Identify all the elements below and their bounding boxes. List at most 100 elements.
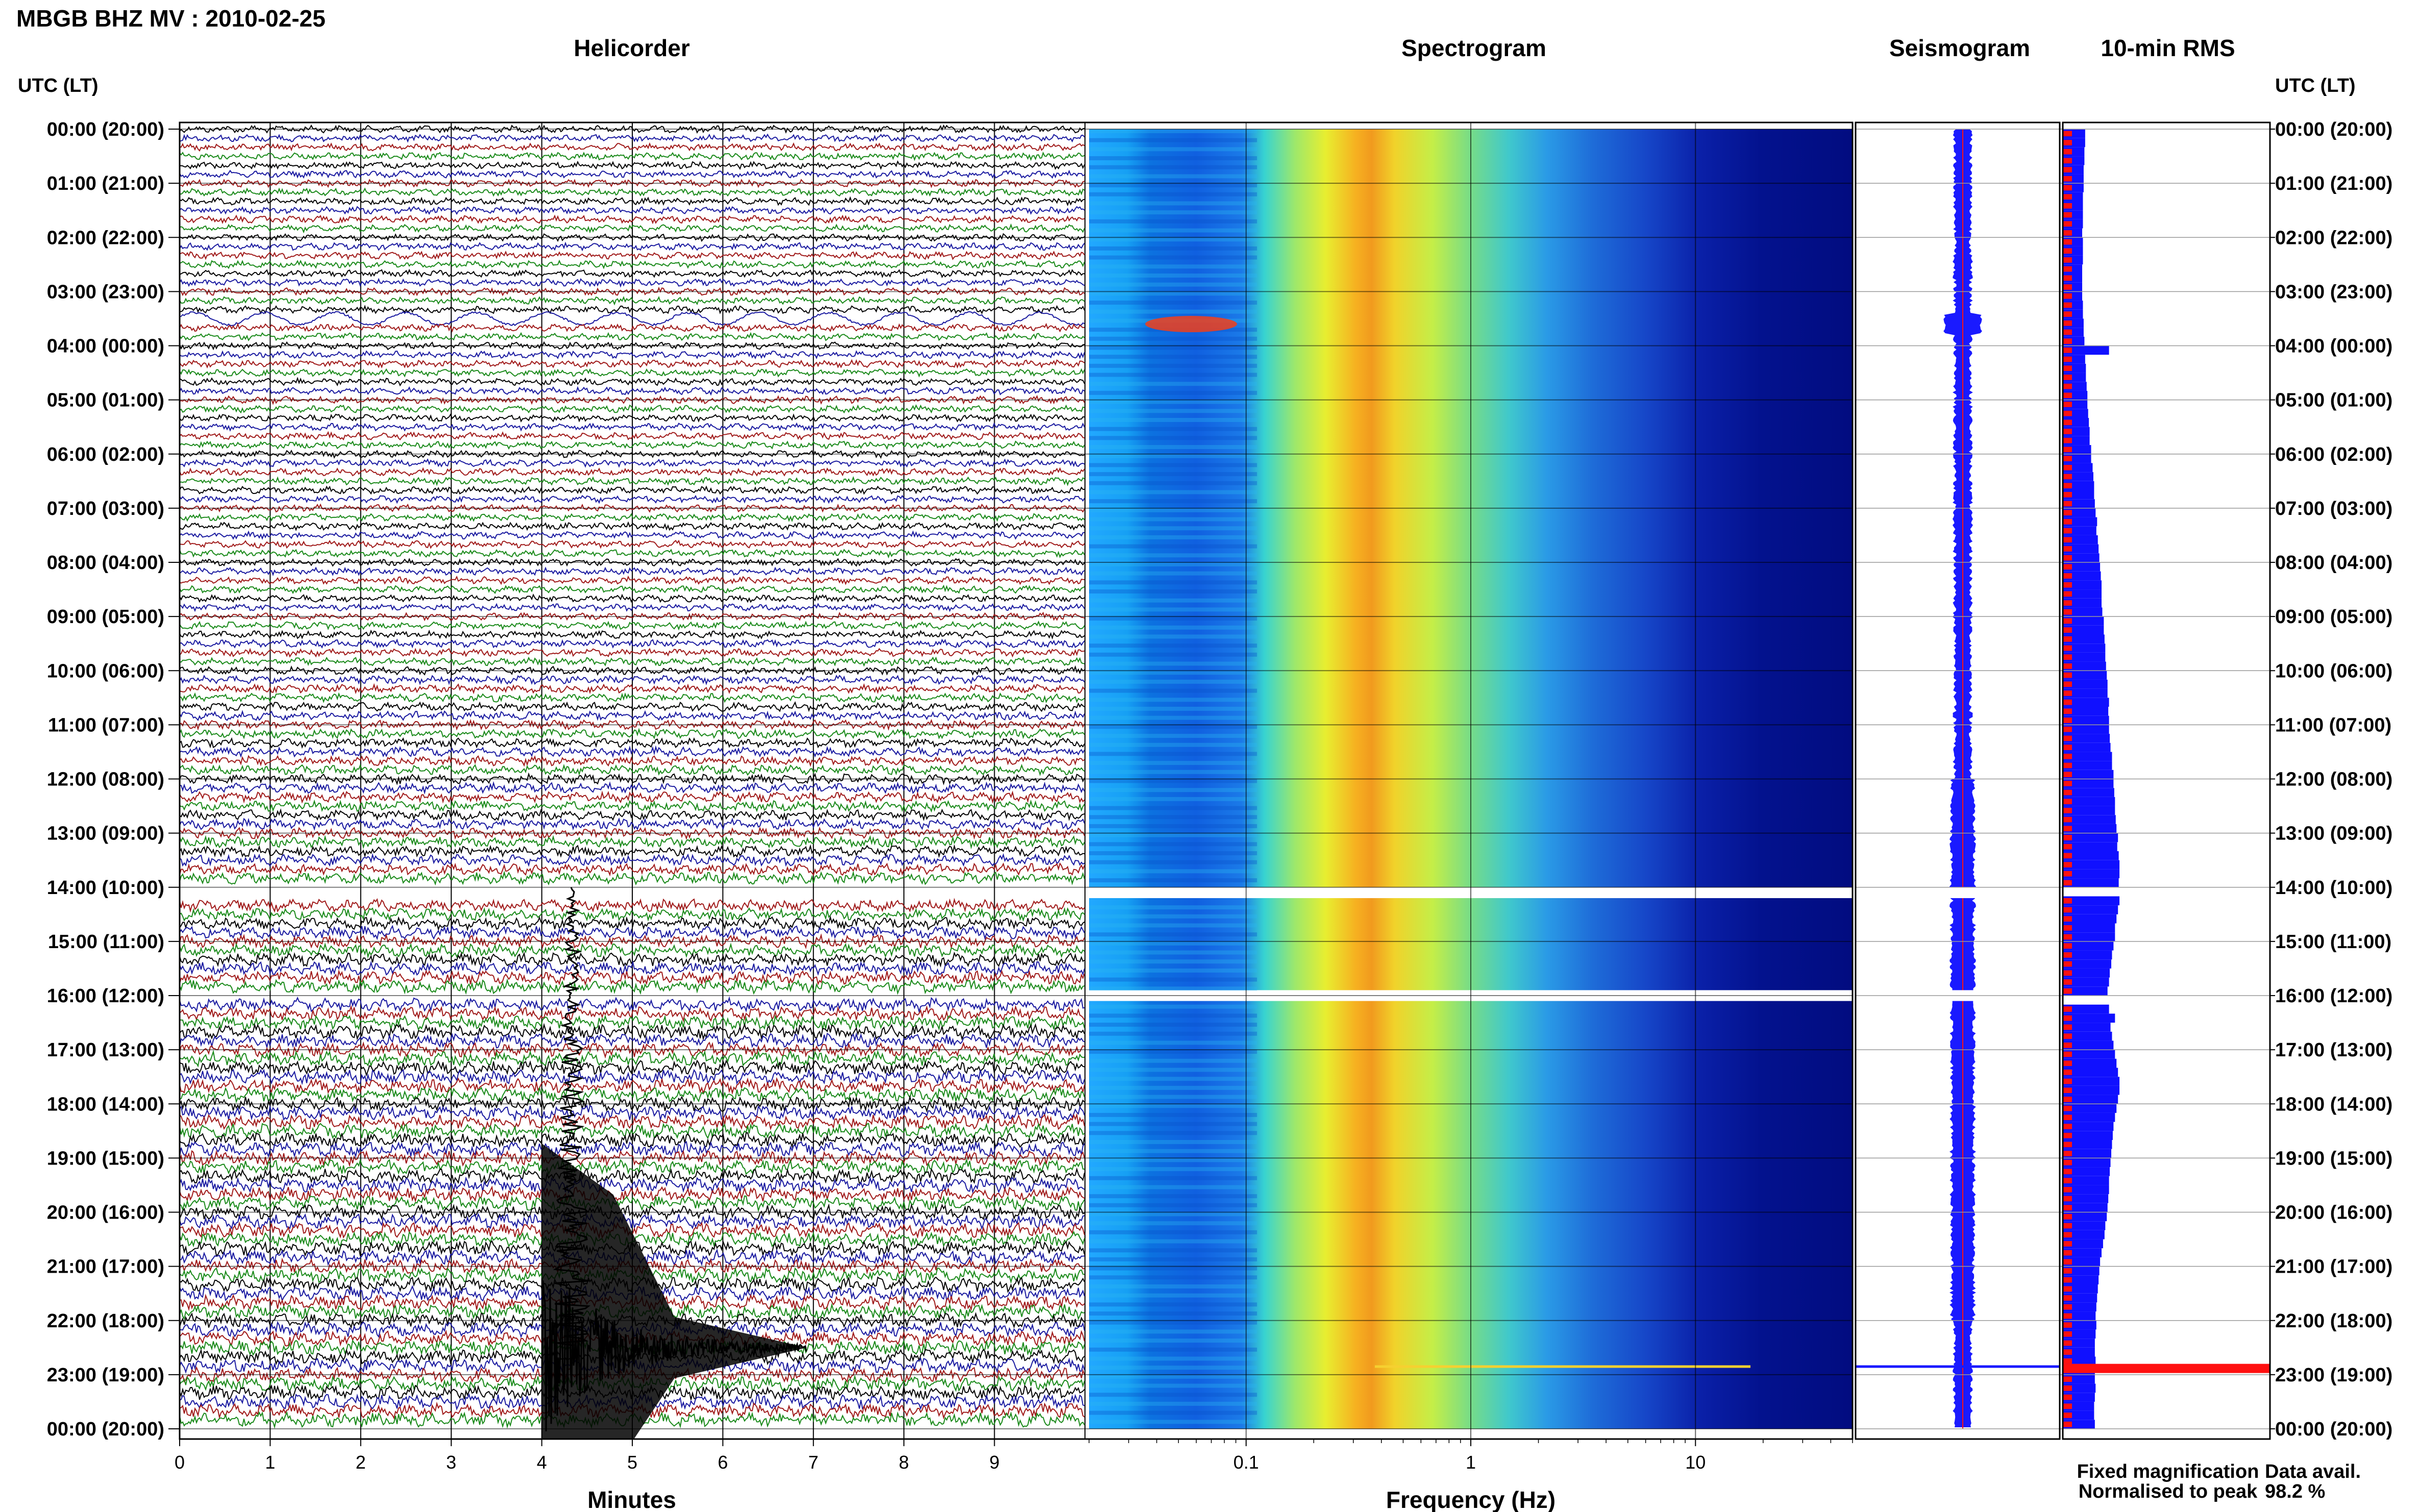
rms-bar-normalised [2063,1142,2072,1148]
helicorder-trace [179,530,1085,540]
rms-bar-normalised [2063,1223,2072,1229]
rms-bar-normalised [2063,148,2072,155]
rms-bar-normalised [2063,898,2072,904]
rms-bar-fixed [2063,698,2109,707]
row-label-right: 04:00 (00:00) [2275,336,2392,357]
spectrogram-stripe [1089,770,1257,774]
row-label-left: 04:00 (00:00) [47,336,164,357]
rms-bar-normalised [2063,131,2072,137]
helicorder-xtick-label: 7 [808,1452,819,1473]
rms-bar-normalised [2063,266,2072,272]
spectrogram-stripe [1089,1339,1257,1343]
rms-bar-fixed [2063,770,2114,779]
spectrogram-stripe [1089,707,1257,711]
helicorder-xlabel: Minutes [587,1486,676,1512]
rms-bar-normalised [2063,311,2072,317]
rms-bar-normalised [2063,1358,2072,1364]
spectrogram-stripe [1089,625,1257,630]
spectrogram-stripe [1089,544,1257,549]
rms-bar-normalised [2063,320,2072,326]
rms-bar-fixed [2063,1212,2107,1222]
rms-bar-normalised [2063,988,2072,994]
spectrogram-stripe [1089,1040,1257,1045]
helicorder-trace [179,323,1085,333]
helicorder-trace [179,142,1085,152]
rms-bar-normalised [2063,257,2072,263]
row-label-left: 00:00 (20:00) [47,1419,164,1440]
rms-bar-fixed [2063,896,2120,906]
spectrogram-stripe [1089,237,1257,242]
rms-bar-normalised [2063,799,2072,805]
rms-bar-normalised [2063,1421,2072,1427]
helicorder-trace [179,817,1085,831]
helicorder-trace [179,763,1085,777]
row-label-left: 13:00 (09:00) [47,823,164,845]
rms-bar-normalised [2063,537,2072,543]
rms-bar-normalised [2063,275,2072,281]
spectrogram-stripe [1089,1230,1257,1234]
spectrogram-stripe [1089,977,1257,982]
rms-bar-normalised [2063,808,2072,813]
helicorder-trace [179,1059,1085,1077]
rms-bar-normalised [2063,1232,2072,1238]
spectrogram-stripe [1089,1311,1257,1316]
rms-bar-normalised [2063,483,2072,488]
helicorder-trace [179,296,1085,306]
helicorder-trace [179,458,1085,468]
rms-bar-normalised [2063,1159,2072,1166]
row-label-right: 11:00 (07:00) [2275,714,2391,736]
spectrogram-stripe [1089,562,1257,566]
rms-bar-normalised [2063,600,2072,606]
spectrogram-stripe [1089,1293,1257,1298]
spectrogram-stripe [1089,1347,1257,1352]
rms-bar-fixed [2063,1239,2103,1249]
seismogram-gap [1856,887,2060,898]
rms-bar-normalised [2063,1331,2072,1337]
rms-bar-normalised [2063,212,2072,218]
rms-bar-fixed [2063,1122,2114,1131]
rms-bar-normalised [2063,1060,2072,1066]
rms-bar-normalised [2063,672,2072,678]
spectrogram-stripe [1089,1356,1257,1361]
row-label-left: 08:00 (04:00) [47,552,164,574]
rms-bar-fixed [2063,1230,2105,1240]
rms-bar-fixed [2063,1095,2118,1104]
helicorder-trace [179,377,1085,387]
helicorder-traces [179,124,1085,1439]
spectrogram-stripe [1089,508,1257,512]
row-label-right: 19:00 (15:00) [2275,1148,2392,1169]
helicorder-trace [179,431,1085,441]
helicorder-trace [179,942,1085,959]
spectrogram-stripe [1089,210,1257,215]
spectrogram-stripe [1089,1302,1257,1307]
spectrogram-title: Spectrogram [1401,35,1546,61]
spectrogram-stripe [1089,779,1257,783]
helicorder-trace [179,214,1085,225]
rms-bar-fixed [2063,598,2102,608]
helicorder-xtick-label: 6 [718,1452,728,1473]
rms-bar-normalised [2063,356,2072,362]
rms-bar-normalised [2063,1403,2072,1409]
spectrogram-stripe [1089,427,1257,431]
utc-header-left: UTC (LT) [18,75,98,96]
row-label-right: 13:00 (09:00) [2275,823,2392,845]
spectrogram-stripe [1089,274,1257,278]
rms-bar-fixed [2063,607,2103,617]
spectrogram-stripe [1089,255,1257,260]
spectrogram-stripe [1089,355,1257,359]
spectrogram-stripe [1089,418,1257,422]
row-label-left: 00:00 (20:00) [47,119,164,140]
spectrogram-stripe [1089,932,1257,937]
row-label-right: 00:00 (20:00) [2275,1419,2392,1440]
legend-normalised: Normalised to peak [2079,1481,2258,1502]
row-labels: 00:00 (20:00) 00:00 (20:00) 01:00 (21:00) 0… [47,119,2393,1440]
rms-bar-normalised [2063,1169,2072,1175]
rms-bar-normalised [2063,934,2072,940]
rms-bar-normalised [2063,1385,2072,1391]
rms-bar-fixed [2063,1031,2112,1041]
row-label-left: 03:00 (23:00) [47,281,164,303]
spectrogram-stripe [1089,1420,1257,1424]
rms-bar-fixed [2063,1013,2115,1023]
spectrogram-stripe [1089,526,1257,531]
